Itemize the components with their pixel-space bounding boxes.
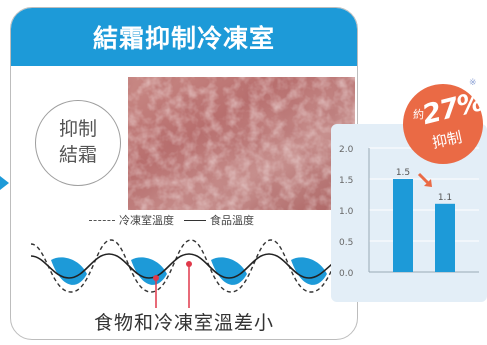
bar-value-label: 1.5: [396, 168, 410, 178]
dashed-line-swatch: [89, 219, 115, 221]
legend-freezer-temp: 冷凍室溫度: [119, 214, 174, 227]
y-tick-label: 2.0: [339, 145, 354, 155]
frozen-meat-photo: [128, 77, 355, 210]
chevron-right-icon: [0, 176, 9, 190]
reduction-badge: [403, 84, 483, 164]
panel-title: 結霜抑制冷凍室: [11, 8, 357, 66]
circle-line-2: 結霜: [58, 144, 97, 166]
legend: 冷凍室溫度 食品溫度: [89, 211, 357, 229]
circle-line-1: 抑制: [58, 118, 97, 141]
caption-small-temp-difference: 食物和冷凍室溫差小: [93, 312, 274, 334]
down-arrow-icon: [417, 172, 432, 187]
bar: [393, 179, 413, 272]
suppress-frost-circle: 抑制 結霜: [35, 100, 121, 186]
bar-value-label: 1.1: [438, 193, 452, 203]
y-tick-label: 1.0: [339, 207, 354, 217]
footnote-mark: ※: [469, 78, 477, 88]
legend-food-temp: 食品溫度: [210, 214, 254, 227]
y-tick-label: 0.5: [339, 238, 353, 248]
temperature-wave-diagram: [31, 239, 353, 308]
y-tick-label: 0.0: [339, 269, 354, 279]
bar-chart: 0.0 0.5 1.0 1.5 2.0 1.5 1.1: [339, 145, 479, 279]
solid-line-swatch: [184, 219, 206, 221]
bar: [435, 203, 455, 272]
badge-prefix: 約: [413, 108, 424, 121]
y-tick-label: 1.5: [339, 176, 353, 186]
frost-suppression-panel: 結霜抑制冷凍室 抑制 結霜: [10, 7, 358, 340]
